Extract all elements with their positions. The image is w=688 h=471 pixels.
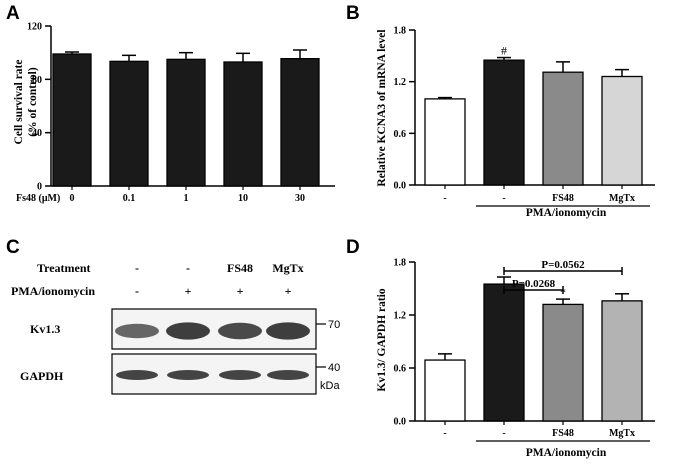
bar — [52, 53, 92, 187]
blot-band — [167, 370, 209, 380]
chart-d-ylabel: Kv1.3/ GAPDH ratio — [376, 288, 388, 391]
x-tick-label: 1 — [184, 193, 189, 204]
bar — [601, 300, 643, 422]
western-blot: Treatment PMA/ionomycin Kv1.3 GAPDH 70 4… — [11, 261, 340, 395]
blot-band — [115, 323, 159, 339]
chart-b-ylabel: Relative KCNA3 of mRNA level — [376, 29, 388, 186]
blot-band — [266, 322, 310, 340]
x-tick-label: FS48 — [552, 428, 574, 439]
y-tick-label: 0 — [37, 182, 42, 193]
panel-label-a: A — [6, 3, 20, 24]
chart-a-ylabel-line2: (% of control) — [27, 67, 39, 137]
pma-value: + — [285, 284, 292, 298]
x-tick-label: 0.1 — [123, 193, 136, 204]
chart-d: Kv1.3/ GAPDH ratio PMA/ionomycin 0.0 0.6 1… — [376, 258, 655, 459]
y-tick-label: 40 — [32, 128, 42, 139]
bar — [424, 359, 466, 422]
y-tick-label: 120 — [27, 22, 42, 33]
chart-b: Relative KCNA3 of mRNA level PMA/ionomyc… — [376, 26, 655, 219]
x-tick-label: 0 — [70, 193, 75, 204]
comparison-label: P=0.0268 — [512, 278, 556, 290]
x-tick-label: - — [443, 193, 446, 204]
x-tick-label: 10 — [238, 193, 248, 204]
panel-label-d: D — [346, 237, 360, 258]
chart-a-ylabel-line1: Cell survival rate — [13, 60, 25, 145]
chart-d-group-label: PMA/ionomycin — [526, 447, 607, 459]
treatment-value: MgTx — [272, 261, 303, 275]
kv13-row-label: Kv1.3 — [30, 322, 60, 336]
pma-value: - — [135, 284, 139, 298]
kda-unit: kDa — [320, 380, 340, 392]
x-tick-label: - — [502, 193, 505, 204]
x-tick-label: MgTx — [609, 193, 635, 204]
blot-band — [267, 370, 309, 380]
y-tick-label: 1.8 — [394, 258, 407, 269]
panel-label-b: B — [346, 3, 360, 24]
treatment-value: - — [186, 261, 190, 275]
blot-band — [166, 322, 210, 340]
mw-40: 40 — [328, 362, 340, 374]
blot-band — [116, 370, 158, 380]
bar — [601, 75, 643, 186]
chart-a-xlabel: Fs48 (μM) — [16, 193, 60, 204]
y-tick-label: 0.0 — [394, 417, 407, 428]
bar — [280, 58, 320, 187]
bar — [542, 71, 584, 186]
pma-value: + — [185, 284, 192, 298]
blot-band — [219, 370, 261, 380]
y-tick-label: 1.2 — [394, 311, 407, 322]
bar — [542, 303, 584, 422]
x-tick-label: - — [502, 428, 505, 439]
bar — [483, 59, 525, 186]
x-tick-label: MgTx — [609, 428, 635, 439]
treatment-value: - — [135, 261, 139, 275]
treatment-value: FS48 — [227, 261, 253, 275]
bar — [424, 98, 466, 186]
y-tick-label: 1.8 — [394, 26, 407, 37]
comparison-label: P=0.0562 — [541, 259, 585, 271]
chart-a: Cell survival rate (% of control) Fs48 (… — [13, 22, 335, 204]
x-tick-label: FS48 — [552, 193, 574, 204]
gapdh-row-label: GAPDH — [20, 369, 64, 383]
y-tick-label: 0.0 — [394, 181, 407, 192]
pma-label: PMA/ionomycin — [11, 284, 95, 298]
y-tick-label: 0.6 — [394, 364, 407, 375]
panel-label-c: C — [6, 237, 20, 258]
y-tick-label: 0.6 — [394, 129, 407, 140]
mw-70: 70 — [328, 319, 340, 331]
significance-marker: # — [501, 44, 507, 58]
y-tick-label: 80 — [32, 75, 42, 86]
chart-b-group-label: PMA/ionomycin — [526, 207, 607, 219]
y-tick-label: 1.2 — [394, 77, 407, 88]
treatment-label: Treatment — [37, 261, 91, 275]
x-tick-label: 30 — [295, 193, 305, 204]
pma-value: + — [237, 284, 244, 298]
bar — [483, 283, 525, 422]
bar — [166, 58, 206, 187]
x-tick-label: - — [443, 428, 446, 439]
blot-band — [218, 322, 262, 340]
bar — [109, 60, 149, 187]
bar — [223, 61, 263, 187]
